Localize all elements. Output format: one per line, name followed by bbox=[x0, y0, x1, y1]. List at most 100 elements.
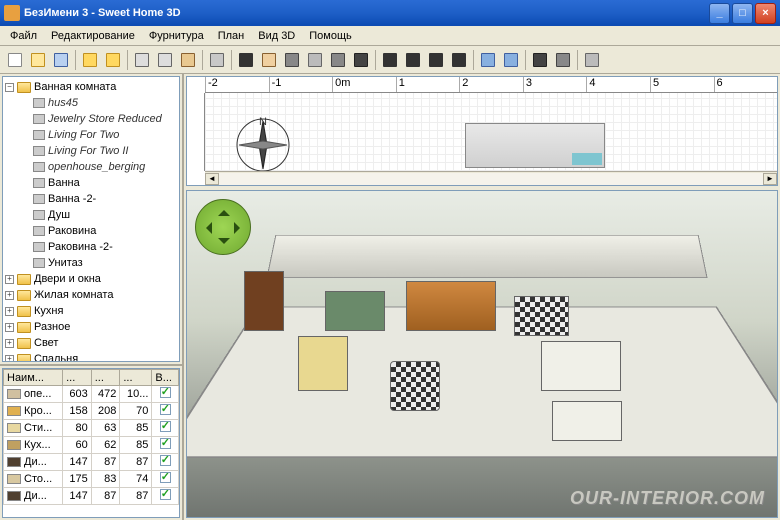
wall-icon[interactable] bbox=[281, 49, 303, 71]
tree-node[interactable]: −Ванная комната bbox=[5, 79, 177, 95]
tree-node[interactable]: Ванна bbox=[5, 175, 177, 191]
italic-icon[interactable] bbox=[402, 49, 424, 71]
open-icon[interactable] bbox=[27, 49, 49, 71]
room-3d-render bbox=[217, 241, 757, 497]
tree-node[interactable]: openhouse_berging bbox=[5, 159, 177, 175]
table-cell: 63 bbox=[91, 420, 120, 437]
tree-node[interactable]: Раковина -2- bbox=[5, 239, 177, 255]
table-row[interactable]: Ди...1478787 bbox=[4, 454, 179, 471]
pan-icon[interactable] bbox=[258, 49, 280, 71]
table-cell: 10... bbox=[120, 386, 152, 403]
scroll-track[interactable] bbox=[219, 173, 763, 185]
tree-node[interactable]: +Жилая комната bbox=[5, 287, 177, 303]
table-row[interactable]: Кро...15820870 bbox=[4, 403, 179, 420]
tree-node[interactable]: Раковина bbox=[5, 223, 177, 239]
checkbox[interactable] bbox=[160, 455, 171, 466]
undo-icon[interactable] bbox=[79, 49, 101, 71]
column-header[interactable]: В... bbox=[152, 370, 179, 386]
floorplan-thumbnail[interactable] bbox=[465, 123, 605, 168]
save-icon[interactable] bbox=[50, 49, 72, 71]
ruler-tick: -1 bbox=[269, 77, 333, 92]
nav-right-icon[interactable] bbox=[234, 222, 246, 234]
ruler-tick: -2 bbox=[205, 77, 269, 92]
redo-icon[interactable] bbox=[102, 49, 124, 71]
catalog-tree[interactable]: −Ванная комната hus45 Jewelry Store Reduce… bbox=[2, 76, 180, 362]
tree-label: hus45 bbox=[48, 97, 78, 109]
prefs-icon[interactable] bbox=[581, 49, 603, 71]
folder-icon bbox=[17, 354, 31, 363]
cut-icon[interactable] bbox=[131, 49, 153, 71]
column-header[interactable]: ... bbox=[120, 370, 152, 386]
checkbox[interactable] bbox=[160, 421, 171, 432]
table-row[interactable]: Кух...606285 bbox=[4, 437, 179, 454]
column-header[interactable]: ... bbox=[91, 370, 120, 386]
scroll-right-button[interactable]: ► bbox=[763, 173, 777, 185]
camera-icon[interactable] bbox=[529, 49, 551, 71]
menu-5[interactable]: Помощь bbox=[303, 28, 358, 44]
tree-node[interactable]: Living For Two II bbox=[5, 143, 177, 159]
furniture-table[interactable]: Наим............В... опе...60347210... К… bbox=[3, 369, 179, 505]
video-icon[interactable] bbox=[552, 49, 574, 71]
paste-icon[interactable] bbox=[177, 49, 199, 71]
column-header[interactable]: ... bbox=[63, 370, 92, 386]
tree-label: Двери и окна bbox=[34, 273, 101, 285]
tree-label: Ванна -2- bbox=[48, 193, 96, 205]
copy-icon[interactable] bbox=[154, 49, 176, 71]
tree-node[interactable]: Living For Two bbox=[5, 127, 177, 143]
table-cell: 85 bbox=[120, 437, 152, 454]
checkbox[interactable] bbox=[160, 438, 171, 449]
room-icon[interactable] bbox=[304, 49, 326, 71]
menu-2[interactable]: Фурнитура bbox=[143, 28, 210, 44]
item-icon bbox=[33, 258, 45, 268]
nav-up-icon[interactable] bbox=[218, 204, 230, 216]
column-header[interactable]: Наим... bbox=[4, 370, 63, 386]
plan-grid[interactable]: N bbox=[205, 93, 777, 171]
table-cell: 85 bbox=[120, 420, 152, 437]
tree-node[interactable]: +Разное bbox=[5, 319, 177, 335]
tree-label: Living For Two bbox=[48, 129, 119, 141]
text-icon[interactable] bbox=[350, 49, 372, 71]
nav-left-icon[interactable] bbox=[200, 222, 212, 234]
add-furniture-icon[interactable] bbox=[206, 49, 228, 71]
tree-node[interactable]: +Кухня bbox=[5, 303, 177, 319]
menu-4[interactable]: Вид 3D bbox=[252, 28, 301, 44]
tree-node[interactable]: +Спальня bbox=[5, 351, 177, 362]
font-inc-icon[interactable] bbox=[425, 49, 447, 71]
view-3d[interactable]: OUR-INTERIOR.COM bbox=[186, 190, 778, 518]
menu-1[interactable]: Редактирование bbox=[45, 28, 141, 44]
zoom-out-icon[interactable] bbox=[500, 49, 522, 71]
new-icon[interactable] bbox=[4, 49, 26, 71]
checkbox[interactable] bbox=[160, 387, 171, 398]
minimize-button[interactable]: _ bbox=[709, 3, 730, 24]
checkbox[interactable] bbox=[160, 472, 171, 483]
menu-3[interactable]: План bbox=[212, 28, 251, 44]
ruler-tick: 5 bbox=[650, 77, 714, 92]
table-row[interactable]: Сто...1758374 bbox=[4, 471, 179, 488]
tree-node[interactable]: +Двери и окна bbox=[5, 271, 177, 287]
font-dec-icon[interactable] bbox=[448, 49, 470, 71]
tree-node[interactable]: Душ bbox=[5, 207, 177, 223]
close-button[interactable]: × bbox=[755, 3, 776, 24]
plan-2d-view[interactable]: -2-10m123456 N ◄ ► bbox=[186, 76, 778, 186]
table-row[interactable]: Ди...1478787 bbox=[4, 488, 179, 505]
tree-node[interactable]: Jewelry Store Reduced bbox=[5, 111, 177, 127]
checkbox[interactable] bbox=[160, 489, 171, 500]
tree-node[interactable]: Унитаз bbox=[5, 255, 177, 271]
table-row[interactable]: опе...60347210... bbox=[4, 386, 179, 403]
scroll-left-button[interactable]: ◄ bbox=[205, 173, 219, 185]
bold-icon[interactable] bbox=[379, 49, 401, 71]
menu-0[interactable]: Файл bbox=[4, 28, 43, 44]
table-row[interactable]: Сти...806385 bbox=[4, 420, 179, 437]
checkbox[interactable] bbox=[160, 404, 171, 415]
tree-node[interactable]: +Свет bbox=[5, 335, 177, 351]
table-cell: 87 bbox=[120, 454, 152, 471]
select-icon[interactable] bbox=[235, 49, 257, 71]
tree-node[interactable]: hus45 bbox=[5, 95, 177, 111]
ruler-tick: 1 bbox=[396, 77, 460, 92]
zoom-in-icon[interactable] bbox=[477, 49, 499, 71]
table-cell: Кух... bbox=[4, 437, 63, 454]
tree-node[interactable]: Ванна -2- bbox=[5, 191, 177, 207]
scrollbar-horizontal[interactable]: ◄ ► bbox=[205, 171, 777, 185]
maximize-button[interactable]: □ bbox=[732, 3, 753, 24]
dimension-icon[interactable] bbox=[327, 49, 349, 71]
